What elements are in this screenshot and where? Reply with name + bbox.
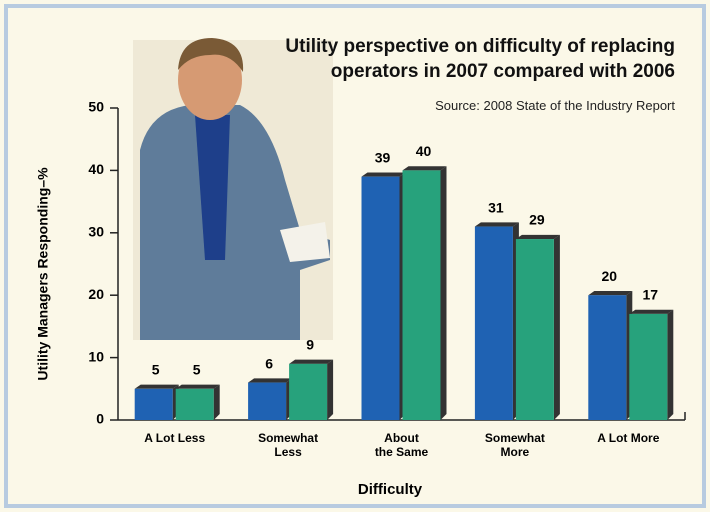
- data-label: 9: [306, 337, 314, 353]
- bar-top: [629, 310, 673, 314]
- page: Utility Managers Responding–% 0 10 20 30 40 50…: [0, 0, 710, 512]
- data-label: 20: [602, 268, 618, 284]
- bar: [289, 364, 327, 420]
- bar: [176, 389, 214, 420]
- bar-shadow: [554, 235, 560, 420]
- data-label: 6: [265, 355, 273, 371]
- bar-top: [362, 172, 406, 176]
- y-tick-label: 0: [96, 411, 104, 427]
- x-tick-label: Somewhat Less: [233, 431, 343, 459]
- chart-title: Utility perspective on difficulty of rep…: [285, 34, 675, 84]
- bar: [403, 170, 441, 420]
- x-tick-label: Somewhat More: [460, 431, 570, 459]
- bar-shadow: [441, 166, 447, 420]
- bar-shadow: [667, 310, 673, 420]
- bar-top: [248, 378, 292, 382]
- data-label: 40: [416, 143, 432, 159]
- y-axis-label: Utility Managers Responding–%: [35, 167, 51, 381]
- y-tick-label: 50: [88, 99, 104, 115]
- bar: [475, 227, 513, 420]
- x-tick-label: A Lot Less: [120, 431, 230, 445]
- data-label: 31: [488, 199, 504, 215]
- bar-top: [289, 360, 333, 364]
- bar-top: [516, 235, 560, 239]
- data-label: 29: [529, 212, 545, 228]
- data-label: 17: [643, 287, 659, 303]
- x-axis-label: Difficulty: [0, 481, 710, 498]
- y-tick-label: 30: [88, 224, 104, 240]
- bar-shadow: [214, 385, 220, 420]
- bar-top: [135, 385, 179, 389]
- chart-subtitle: Source: 2008 State of the Industry Repor…: [435, 98, 675, 113]
- data-label: 5: [193, 362, 201, 378]
- data-label: 39: [375, 149, 391, 165]
- x-tick-label: A Lot More: [573, 431, 683, 445]
- bar: [516, 239, 554, 420]
- bar: [248, 383, 286, 420]
- bar-top: [588, 291, 632, 295]
- y-tick-label: 20: [88, 286, 104, 302]
- bar-top: [403, 166, 447, 170]
- bar-shadow: [327, 360, 333, 420]
- bar: [629, 314, 667, 420]
- y-tick-label: 10: [88, 348, 104, 364]
- bar: [135, 389, 173, 420]
- bar-top: [176, 385, 220, 389]
- bar-top: [475, 222, 519, 226]
- bar: [588, 295, 626, 420]
- x-tick-label: About the Same: [347, 431, 457, 459]
- data-label: 5: [152, 362, 160, 378]
- y-tick-label: 40: [88, 161, 104, 177]
- bar: [362, 177, 400, 420]
